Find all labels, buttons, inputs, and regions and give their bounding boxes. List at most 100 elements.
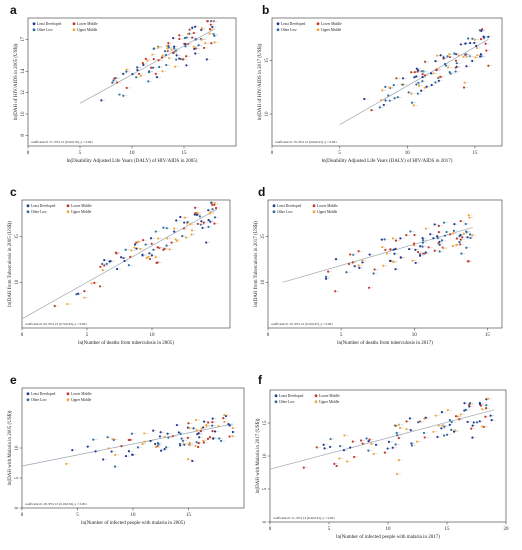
legend-entry: Upper Middle: [71, 210, 92, 214]
scatter-point: [342, 449, 346, 452]
scatter-point: [192, 45, 195, 48]
scatter-point: [107, 447, 110, 450]
legend-marker: [274, 394, 278, 398]
scatter-point: [334, 258, 338, 261]
scatter-point: [158, 435, 162, 438]
scatter-point: [430, 83, 433, 87]
scatter-point: [178, 442, 182, 446]
scatter-point: [389, 248, 392, 251]
scatter-point: [392, 260, 395, 264]
scatter-point: [410, 442, 413, 445]
scatter-point: [468, 233, 472, 236]
scatter-point: [192, 427, 195, 430]
scatter-point: [86, 445, 89, 448]
scatter-point: [464, 42, 467, 45]
scatter-point: [405, 420, 408, 423]
scatter-point: [345, 271, 348, 274]
scatter-point: [412, 242, 416, 245]
scatter-point: [466, 420, 469, 423]
scatter-point: [349, 253, 352, 256]
scatter-point: [194, 52, 197, 55]
scatter-point: [223, 420, 226, 423]
scatter-point: [173, 230, 176, 233]
scatter-point: [185, 36, 188, 39]
scatter-point: [357, 264, 360, 267]
legend-marker: [26, 210, 30, 214]
scatter-point: [335, 464, 338, 468]
scatter-point: [199, 430, 202, 433]
scatter-point: [124, 454, 128, 458]
scatter-point: [415, 75, 418, 78]
scatter-point: [228, 435, 231, 438]
scatter-point: [118, 93, 121, 96]
scatter-point: [183, 36, 186, 40]
scatter-point: [175, 219, 178, 222]
panel-b: b 0 5 10 15 10 15 ln(Disability Adjusted Life Y…: [258, 3, 503, 164]
scatter-point: [152, 58, 155, 61]
x-tick-label: 5: [86, 333, 89, 338]
x-tick-label: 10: [131, 513, 137, 518]
scatter-point: [182, 58, 185, 61]
scatter-point: [329, 445, 332, 449]
scatter-point: [419, 253, 422, 256]
x-tick-label: 15: [445, 527, 451, 532]
scatter-point: [384, 99, 387, 102]
scatter-point: [383, 238, 386, 241]
scatter-point: [144, 57, 147, 60]
y-tick-label: 0: [263, 520, 268, 523]
panel-e: e 0 5 10 15 0 5 10 ln(Number of infected people …: [8, 373, 245, 526]
scatter-point: [164, 53, 168, 57]
scatter-point: [338, 457, 341, 460]
scatter-point: [157, 443, 160, 446]
scatter-point: [231, 430, 234, 434]
scatter-point: [200, 38, 203, 41]
panel-letter: e: [10, 373, 17, 387]
scatter-point: [418, 254, 422, 257]
scatter-point: [370, 109, 373, 112]
scatter-point: [397, 459, 400, 462]
panel-letter: f: [258, 373, 263, 387]
y-axis-label: ln(DAH of HIV/AIDS in 2017 (US$)): [258, 43, 263, 120]
scatter-point: [462, 55, 465, 58]
fit-line: [21, 208, 218, 320]
scatter-point: [115, 267, 119, 271]
scatter-point: [165, 44, 169, 47]
scatter-point: [459, 219, 462, 223]
scatter-point: [98, 285, 102, 288]
legend-marker: [312, 204, 316, 208]
y-tick-label: 15: [15, 234, 20, 240]
scatter-point: [110, 450, 113, 453]
legend-marker: [272, 210, 276, 214]
scatter-point: [191, 36, 194, 39]
scatter-point: [395, 472, 399, 476]
scatter-point: [361, 442, 364, 445]
scatter-point: [479, 53, 483, 56]
scatter-point: [173, 47, 176, 50]
scatter-point: [198, 215, 201, 218]
scatter-point: [484, 42, 487, 45]
scatter-point: [120, 256, 123, 259]
scatter-point: [162, 226, 165, 229]
scatter-point: [197, 432, 200, 435]
scatter-point: [194, 444, 197, 448]
scatter-point: [113, 465, 117, 468]
scatter-point: [194, 38, 197, 41]
scatter-point: [205, 241, 208, 244]
scatter-point: [410, 71, 413, 74]
scatter-point: [411, 259, 414, 262]
scatter-point: [397, 436, 400, 440]
scatter-point: [135, 241, 138, 244]
fit-line: [282, 227, 473, 283]
scatter-point: [410, 101, 414, 104]
y-tick-label: 5: [263, 487, 268, 490]
scatter-point: [474, 56, 477, 59]
scatter-point: [423, 436, 426, 439]
scatter-point: [192, 31, 195, 35]
scatter-point: [448, 423, 451, 426]
x-tick-label: 0: [271, 151, 274, 156]
scatter-point: [159, 431, 162, 434]
scatter-point: [436, 54, 439, 57]
legend-entry: Lower Middle: [319, 394, 340, 398]
scatter-point: [183, 221, 186, 224]
scatter-point: [473, 41, 476, 45]
